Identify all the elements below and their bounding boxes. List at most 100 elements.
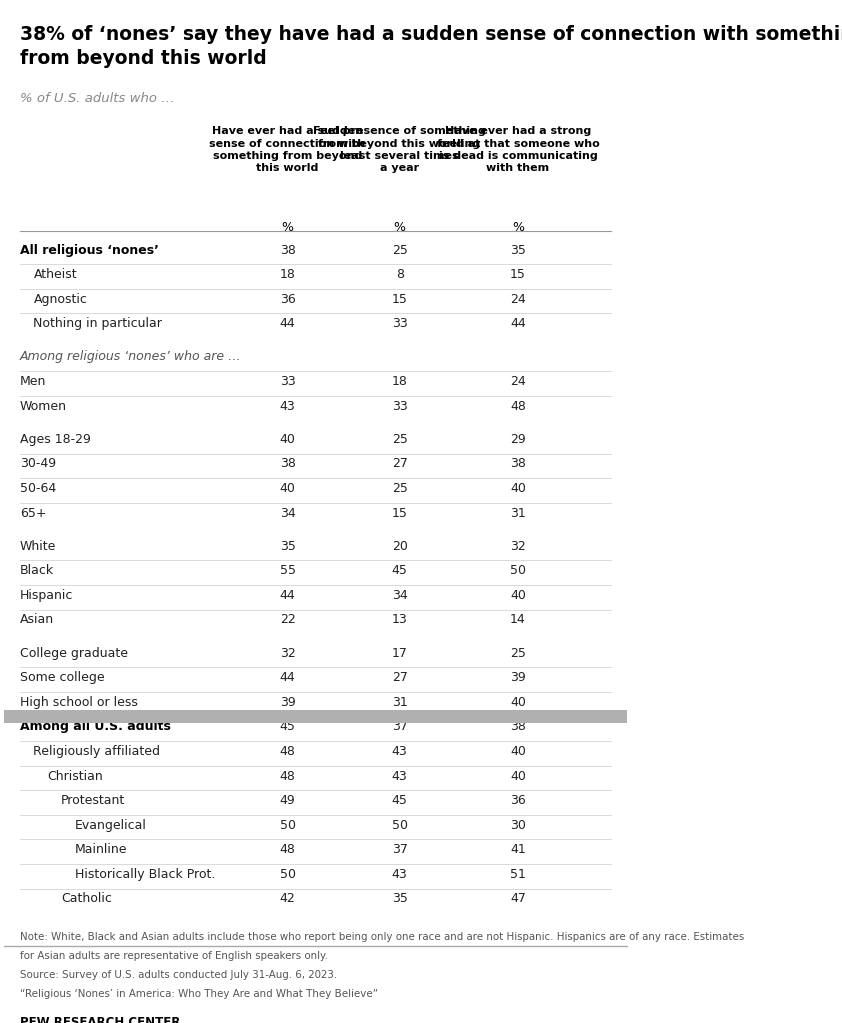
Text: Evangelical: Evangelical (75, 818, 147, 832)
Text: 42: 42 (280, 892, 296, 905)
Text: Have ever had a sudden
sense of connection with
something from beyond
this world: Have ever had a sudden sense of connecti… (210, 126, 365, 173)
Text: 38% of ‘nones’ say they have had a sudden sense of connection with something
fro: 38% of ‘nones’ say they have had a sudde… (19, 26, 842, 69)
Text: College graduate: College graduate (19, 647, 128, 660)
Text: 13: 13 (392, 614, 408, 626)
Text: 43: 43 (280, 400, 296, 412)
Text: Source: Survey of U.S. adults conducted July 31-Aug. 6, 2023.: Source: Survey of U.S. adults conducted … (19, 970, 337, 980)
Text: 35: 35 (280, 540, 296, 552)
Text: Black: Black (19, 565, 54, 577)
Text: 24: 24 (510, 293, 526, 306)
Text: Ages 18-29: Ages 18-29 (19, 433, 91, 446)
Text: 50: 50 (510, 565, 526, 577)
Text: 43: 43 (392, 868, 408, 881)
Text: Hispanic: Hispanic (19, 589, 73, 602)
Text: 29: 29 (510, 433, 526, 446)
Text: 48: 48 (280, 769, 296, 783)
Text: 33: 33 (392, 400, 408, 412)
Text: 39: 39 (280, 696, 296, 709)
Text: 48: 48 (280, 745, 296, 758)
Text: 50: 50 (392, 818, 408, 832)
Bar (4, 710, 627, 723)
Text: Among religious ‘nones’ who are …: Among religious ‘nones’ who are … (19, 351, 242, 363)
Text: Catholic: Catholic (61, 892, 112, 905)
Text: 39: 39 (510, 671, 526, 684)
Text: 40: 40 (510, 745, 526, 758)
Text: Feel presence of something
from beyond this world at
least several times
a year: Feel presence of something from beyond t… (313, 126, 486, 173)
Text: %: % (512, 221, 524, 234)
Text: Protestant: Protestant (61, 794, 125, 807)
Text: 44: 44 (280, 317, 296, 330)
Text: 37: 37 (392, 720, 408, 733)
Text: 20: 20 (392, 540, 408, 552)
Text: 34: 34 (392, 589, 408, 602)
Text: 35: 35 (510, 243, 526, 257)
Text: Mainline: Mainline (75, 843, 127, 856)
Text: White: White (19, 540, 56, 552)
Text: 50-64: 50-64 (19, 482, 56, 495)
Text: 40: 40 (510, 482, 526, 495)
Text: Have ever had a strong
feeling that someone who
is dead is communicating
with th: Have ever had a strong feeling that some… (437, 126, 600, 173)
Text: 25: 25 (392, 433, 408, 446)
Text: 48: 48 (280, 843, 296, 856)
Text: 40: 40 (280, 433, 296, 446)
Text: PEW RESEARCH CENTER: PEW RESEARCH CENTER (19, 1016, 180, 1023)
Text: 44: 44 (510, 317, 526, 330)
Text: 47: 47 (510, 892, 526, 905)
Text: 15: 15 (392, 293, 408, 306)
Text: 38: 38 (510, 457, 526, 471)
Text: 15: 15 (510, 268, 526, 281)
Text: Women: Women (19, 400, 67, 412)
Text: All religious ‘nones’: All religious ‘nones’ (19, 243, 158, 257)
Text: 38: 38 (280, 457, 296, 471)
Text: Note: White, Black and Asian adults include those who report being only one race: Note: White, Black and Asian adults incl… (19, 932, 744, 942)
Text: 25: 25 (510, 647, 526, 660)
Text: 51: 51 (510, 868, 526, 881)
Text: %: % (393, 221, 406, 234)
Text: 15: 15 (392, 506, 408, 520)
Text: 45: 45 (392, 794, 408, 807)
Text: Men: Men (19, 375, 46, 388)
Text: Asian: Asian (19, 614, 54, 626)
Text: 31: 31 (510, 506, 526, 520)
Text: 32: 32 (280, 647, 296, 660)
Text: 43: 43 (392, 769, 408, 783)
Text: 17: 17 (392, 647, 408, 660)
Text: 27: 27 (392, 671, 408, 684)
Text: 55: 55 (280, 565, 296, 577)
Text: Nothing in particular: Nothing in particular (34, 317, 163, 330)
Text: 32: 32 (510, 540, 526, 552)
Text: 24: 24 (510, 375, 526, 388)
Text: 31: 31 (392, 696, 408, 709)
Text: 45: 45 (392, 565, 408, 577)
Text: 18: 18 (280, 268, 296, 281)
Text: 40: 40 (510, 696, 526, 709)
Text: Christian: Christian (47, 769, 103, 783)
Text: % of U.S. adults who …: % of U.S. adults who … (19, 92, 174, 104)
Text: 49: 49 (280, 794, 296, 807)
Text: 36: 36 (510, 794, 526, 807)
Text: 30: 30 (510, 818, 526, 832)
Text: 36: 36 (280, 293, 296, 306)
Text: Religiously affiliated: Religiously affiliated (34, 745, 161, 758)
Text: High school or less: High school or less (19, 696, 137, 709)
Text: 34: 34 (280, 506, 296, 520)
Text: 40: 40 (510, 769, 526, 783)
Text: 50: 50 (280, 818, 296, 832)
Text: 8: 8 (396, 268, 403, 281)
Text: 40: 40 (280, 482, 296, 495)
Text: 45: 45 (280, 720, 296, 733)
Text: %: % (281, 221, 294, 234)
Text: for Asian adults are representative of English speakers only.: for Asian adults are representative of E… (19, 951, 328, 962)
Text: 35: 35 (392, 892, 408, 905)
Text: 33: 33 (280, 375, 296, 388)
Text: 38: 38 (510, 720, 526, 733)
Text: 44: 44 (280, 671, 296, 684)
Text: Some college: Some college (19, 671, 104, 684)
Text: Agnostic: Agnostic (34, 293, 88, 306)
Text: 38: 38 (280, 243, 296, 257)
Text: 25: 25 (392, 243, 408, 257)
Text: 22: 22 (280, 614, 296, 626)
Text: “Religious ‘Nones’ in America: Who They Are and What They Believe”: “Religious ‘Nones’ in America: Who They … (19, 989, 378, 999)
Text: 18: 18 (392, 375, 408, 388)
Text: 27: 27 (392, 457, 408, 471)
